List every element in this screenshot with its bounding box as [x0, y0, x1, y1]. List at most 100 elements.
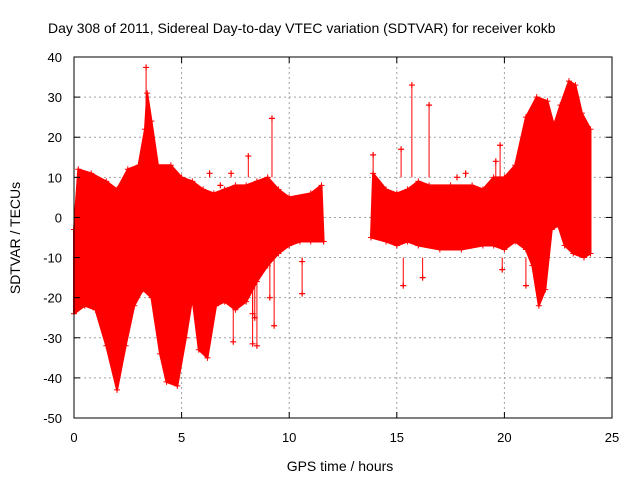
- data-point-marker: [587, 250, 594, 257]
- y-axis-label: SDTVAR / TECUs: [7, 182, 23, 294]
- data-point-marker: [535, 302, 542, 309]
- outlier-point: [419, 274, 426, 281]
- data-point-marker: [367, 234, 374, 241]
- data-point-marker: [232, 182, 239, 189]
- y-tick-label: -30: [43, 331, 62, 346]
- x-tick-labels: 0 5 10 15 20 25: [70, 430, 619, 445]
- data-point-marker: [550, 122, 557, 129]
- outlier-point: [462, 170, 469, 177]
- data-point-marker: [426, 182, 433, 189]
- y-tick-label: -20: [43, 291, 62, 306]
- data-point-marker: [383, 186, 390, 193]
- data-point-marker: [512, 238, 519, 245]
- plot-frame: [73, 56, 613, 419]
- data-point-marker: [522, 114, 529, 121]
- data-point-marker: [479, 186, 486, 193]
- data-point-marker: [253, 178, 260, 185]
- data-point-marker: [415, 178, 422, 185]
- outlier-point: [527, 146, 534, 153]
- data-point-marker: [148, 294, 155, 301]
- data-point-marker: [447, 182, 454, 189]
- data-point-marker: [182, 334, 189, 341]
- outlier-point: [266, 294, 273, 301]
- y-tick-label: 10: [48, 170, 62, 185]
- outlier-point: [228, 170, 235, 177]
- outlier-point: [499, 266, 506, 273]
- data-point-marker: [148, 118, 155, 125]
- data-point-marker: [307, 238, 314, 245]
- x-tick-label: 25: [605, 430, 619, 445]
- data-point-marker: [189, 294, 196, 301]
- data-point-marker: [318, 182, 325, 189]
- data-point-marker: [81, 302, 88, 309]
- outlier-point: [253, 342, 260, 349]
- data-point-marker: [404, 238, 411, 245]
- data-point-marker: [415, 242, 422, 249]
- data-point-marker: [501, 174, 508, 181]
- data-point-marker: [587, 126, 594, 133]
- x-tick-label: 20: [497, 430, 511, 445]
- y-tick-label: -10: [43, 251, 62, 266]
- outlier-point: [522, 174, 529, 181]
- data-point-marker: [213, 302, 220, 309]
- outlier-point: [398, 146, 405, 153]
- data-point-marker: [221, 186, 228, 193]
- data-point-marker: [92, 306, 99, 313]
- data-point-marker: [393, 242, 400, 249]
- data-point-marker: [200, 186, 207, 193]
- outlier-point: [268, 115, 275, 122]
- y-tick-labels: 40 30 20 10 0 -10 -20 -30 -40 -50: [43, 50, 62, 426]
- data-point-marker: [144, 90, 151, 97]
- data-point-marker: [163, 378, 170, 385]
- data-point-marker: [393, 190, 400, 197]
- data-point-marker: [522, 246, 529, 253]
- data-point-marker: [501, 246, 508, 253]
- outlier-point: [299, 290, 306, 297]
- data-point-marker: [243, 298, 250, 305]
- y-tick-label: -50: [43, 411, 62, 426]
- outlier-point: [492, 158, 499, 165]
- data-point-marker: [114, 186, 121, 193]
- data-point-marker: [469, 182, 476, 189]
- data-layer: [71, 64, 594, 393]
- y-tick-label: -40: [43, 371, 62, 386]
- data-point-marker: [557, 102, 564, 109]
- x-tick-label: 5: [178, 430, 185, 445]
- data-point-marker: [122, 342, 129, 349]
- data-point-marker: [570, 250, 577, 257]
- chart-title: Day 308 of 2011, Sidereal Day-to-day VTE…: [48, 20, 556, 36]
- y-tick-label: 30: [48, 90, 62, 105]
- data-point-marker: [135, 162, 142, 169]
- data-point-marker: [221, 298, 228, 305]
- data-point-marker: [174, 382, 181, 389]
- data-point-marker: [131, 302, 138, 309]
- data-point-marker: [572, 82, 579, 89]
- data-point-marker: [578, 110, 585, 117]
- data-point-marker: [404, 186, 411, 193]
- data-point-marker: [264, 174, 271, 181]
- outlier-point: [408, 82, 415, 89]
- outlier-point: [400, 282, 407, 289]
- data-point-marker: [124, 166, 131, 173]
- data-point-marker: [204, 354, 211, 361]
- x-tick-label: 10: [282, 430, 296, 445]
- x-tick-label: 0: [70, 430, 77, 445]
- data-point-marker: [561, 242, 568, 249]
- axis-ticks: [73, 56, 613, 419]
- data-point-marker: [383, 238, 390, 245]
- data-point-marker: [529, 262, 536, 269]
- data-point-marker: [286, 242, 293, 249]
- data-point-marker: [195, 346, 202, 353]
- data-point-marker: [307, 190, 314, 197]
- y-tick-label: 0: [55, 210, 62, 225]
- data-point-marker: [548, 226, 555, 233]
- outlier-point: [143, 64, 150, 71]
- data-point-marker: [114, 386, 121, 393]
- outlier-point: [249, 340, 256, 347]
- data-point-marker: [157, 350, 164, 357]
- data-point-marker: [139, 286, 146, 293]
- data-point-marker: [512, 162, 519, 169]
- data-point-marker: [210, 190, 217, 197]
- outlier-point: [251, 314, 258, 321]
